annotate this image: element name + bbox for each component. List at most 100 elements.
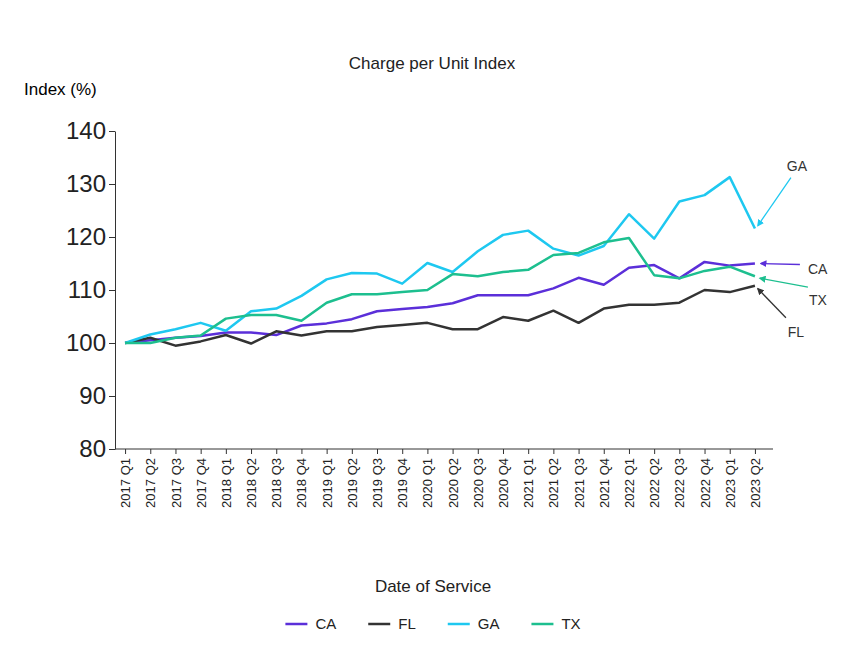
series-line	[125, 262, 755, 343]
x-tick-label: 2020 Q4	[496, 458, 511, 508]
x-tick-label: 2017 Q1	[118, 458, 133, 508]
x-tick: 2020 Q4	[496, 449, 511, 508]
y-axis-title: Index (%)	[24, 80, 97, 99]
x-tick: 2019 Q2	[345, 449, 360, 508]
annotation: GA	[787, 158, 808, 174]
x-tick-label: 2022 Q1	[622, 458, 637, 508]
x-tick-label: 2019 Q2	[345, 458, 360, 508]
x-tick-label: 2021 Q1	[521, 458, 536, 508]
y-tick-mark	[109, 343, 115, 344]
annotation: CA	[808, 261, 828, 277]
title: Charge per Unit Index	[349, 54, 516, 73]
x-tick-label: 2020 Q2	[446, 458, 461, 508]
legend-label: CA	[315, 615, 336, 632]
x-tick-mark	[226, 449, 227, 454]
x-tick-label: 2019 Q4	[395, 458, 410, 508]
y-tick-mark	[109, 396, 115, 397]
x-tick-label: 2018 Q1	[219, 458, 234, 508]
x-tick: 2021 Q1	[521, 449, 536, 508]
y-tick-mark	[109, 184, 115, 185]
y-tick-mark	[109, 131, 115, 132]
x-tick-mark	[604, 449, 605, 454]
x-tick: 2018 Q2	[244, 449, 259, 508]
x-tick-mark	[301, 449, 302, 454]
x-tick: 2021 Q4	[597, 449, 612, 508]
x-tick-mark	[528, 449, 529, 454]
x-tick-mark	[402, 449, 403, 454]
legend-swatch	[448, 623, 470, 626]
series-line	[125, 177, 755, 343]
x-tick-mark	[553, 449, 554, 454]
x-tick: 2022 Q3	[672, 449, 687, 508]
y-tick: 120	[66, 223, 115, 250]
legend-label: GA	[478, 615, 500, 632]
x-tick: 2023 Q1	[723, 449, 738, 508]
x-tick: 2022 Q1	[622, 449, 637, 508]
x-tick-label: 2022 Q2	[647, 458, 662, 508]
x-tick-mark	[251, 449, 252, 454]
annotation-arrow	[758, 178, 791, 226]
legend-item: TX	[531, 615, 580, 632]
x-tick-mark	[679, 449, 680, 454]
x-tick: 2023 Q2	[748, 449, 763, 508]
plot-area	[125, 177, 755, 346]
x-tick-label: 2023 Q1	[723, 458, 738, 508]
x-axis: 2017 Q1 2017 Q2 2017 Q3 2017 Q4 2018 Q1 2018 …	[115, 449, 773, 508]
x-tick: 2019 Q4	[395, 449, 410, 508]
x-tick: 2020 Q2	[446, 449, 461, 508]
x-tick-label: 2017 Q2	[143, 458, 158, 508]
x-tick: 2020 Q1	[420, 449, 435, 508]
x-tick: 2017 Q4	[194, 449, 209, 508]
x-tick-label: 2019 Q1	[320, 458, 335, 508]
y-tick: 80	[79, 435, 115, 462]
y-axis-line	[115, 132, 116, 450]
x-tick-label: 2018 Q3	[269, 458, 284, 508]
y-tick: 130	[66, 170, 115, 197]
x-tick-mark	[427, 449, 428, 454]
x-tick: 2017 Q1	[118, 449, 133, 508]
series-line	[125, 286, 755, 346]
x-tick-mark	[730, 449, 731, 454]
x-tick-label: 2021 Q4	[597, 458, 612, 508]
legend-swatch	[368, 623, 390, 626]
x-tick-label: 2023 Q2	[748, 458, 763, 508]
y-tick: 90	[79, 382, 115, 409]
annotations: GACATXFL	[758, 158, 828, 339]
y-tick: 100	[66, 329, 115, 356]
y-tick: 110	[68, 276, 115, 303]
y-tick-mark	[109, 290, 115, 291]
x-tick-label: 2018 Q2	[244, 458, 259, 508]
x-tick-mark	[352, 449, 353, 454]
x-tick-mark	[629, 449, 630, 454]
x-tick: 2022 Q4	[698, 449, 713, 508]
y-tick-label: 140	[66, 117, 106, 144]
x-tick-mark	[276, 449, 277, 454]
x-tick-label: 2022 Q4	[698, 458, 713, 508]
x-tick-label: 2019 Q3	[370, 458, 385, 508]
x-tick-label: 2020 Q1	[420, 458, 435, 508]
x-tick-mark	[125, 449, 126, 454]
x-axis-title: Date of Service	[375, 577, 491, 596]
legend-item: CA	[285, 615, 336, 632]
x-tick-label: 2021 Q2	[546, 458, 561, 508]
y-tick-mark	[109, 449, 115, 450]
x-tick: 2018 Q3	[269, 449, 284, 508]
x-tick: 2021 Q3	[572, 449, 587, 508]
x-tick-mark	[150, 449, 151, 454]
x-tick: 2017 Q2	[143, 449, 158, 508]
x-tick-mark	[705, 449, 706, 454]
legend-item: FL	[368, 615, 416, 632]
y-axis: 80 90 100 110 120 130 140	[66, 117, 116, 462]
annotation-arrow	[758, 289, 786, 318]
legend-label: FL	[398, 615, 416, 632]
legend: CA FL GA TX	[285, 615, 580, 632]
annotation-arrow	[760, 278, 808, 287]
legend-swatch	[285, 623, 307, 626]
x-tick: 2020 Q3	[471, 449, 486, 508]
annotation: TX	[809, 292, 828, 308]
x-tick-label: 2021 Q3	[572, 458, 587, 508]
x-tick-mark	[579, 449, 580, 454]
x-tick-label: 2017 Q3	[169, 458, 184, 508]
y-tick-label: 120	[66, 223, 106, 250]
series-line	[125, 238, 755, 343]
